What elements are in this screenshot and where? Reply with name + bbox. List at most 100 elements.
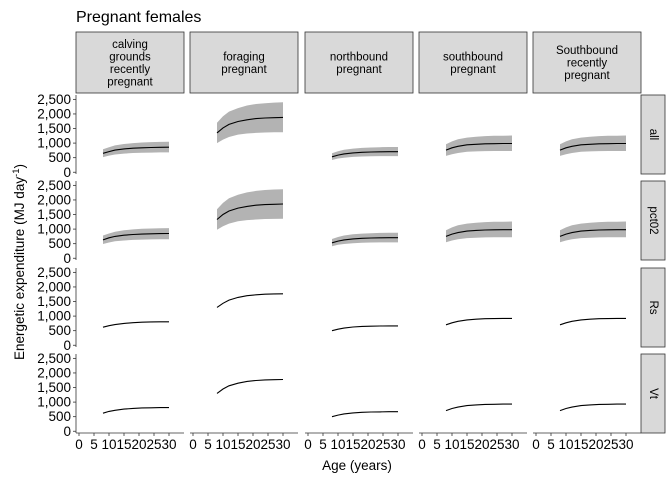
column-strip-box — [532, 31, 642, 94]
series-line-southbound_recent-Vt — [559, 403, 626, 412]
panel-southbound_recent-pct02 — [533, 181, 641, 260]
y-axis-title-main: Energetic expenditure (MJ day — [12, 177, 27, 360]
row-strip-label: Rs — [647, 300, 659, 314]
x-tick-label: 30 — [275, 437, 290, 452]
x-tick-label: 25 — [489, 437, 504, 452]
y-tick-label: 2,000 — [37, 192, 71, 207]
x-tick-label: 0 — [304, 437, 312, 452]
series-line-northbound-Vt — [331, 411, 398, 418]
y-tick-label: 500 — [48, 236, 71, 251]
x-tick-label: 30 — [390, 437, 405, 452]
y-tick-label: 1,500 — [37, 121, 71, 136]
x-tick-label: 20 — [588, 437, 603, 452]
x-tick-label: 20 — [131, 437, 146, 452]
panel-foraging-Rs — [190, 268, 298, 347]
confidence-band-southbound_recent-all — [560, 135, 626, 156]
y-tick-label: 1,000 — [37, 309, 71, 324]
x-tick-label: 25 — [260, 437, 275, 452]
y-axis: 05001,0001,5002,0002,50005001,0001,5002,… — [37, 92, 77, 439]
y-tick-label: 500 — [48, 323, 71, 338]
x-tick-label: 10 — [330, 437, 345, 452]
column-strip-label: pregnant — [564, 70, 610, 82]
row-strips: all pct02 Rs Vt — [640, 94, 666, 434]
x-tick-label: 25 — [146, 437, 161, 452]
y-axis-title-suffix: ) — [12, 164, 27, 169]
column-strip-label: recently — [567, 58, 608, 70]
row-strip-label: pct02 — [647, 206, 659, 234]
x-tick-label: 5 — [547, 437, 555, 452]
column-strip-label: southbound — [443, 51, 503, 63]
confidence-band-calving-all — [103, 141, 169, 158]
y-tick-label: 2,000 — [37, 279, 71, 294]
panel-southbound-pct02 — [419, 181, 527, 260]
panel-calving-Rs — [76, 268, 184, 347]
panel-southbound-all — [419, 95, 527, 174]
x-tick-label: 0 — [532, 437, 540, 452]
x-tick-label: 15 — [459, 437, 474, 452]
column-strip-box — [418, 31, 528, 94]
series-line-southbound-Rs — [445, 317, 512, 326]
row-strip-box — [640, 94, 666, 175]
y-tick-label: 1,500 — [37, 380, 71, 395]
column-strip-label: pregnant — [336, 64, 382, 76]
y-tick-label: 1,500 — [37, 207, 71, 222]
column-strip-label: recently — [110, 64, 151, 76]
panel-southbound-Rs — [419, 268, 527, 347]
column-strip-label: grounds — [109, 51, 151, 63]
row-strip-Vt: Vt — [640, 353, 666, 434]
x-tick-label: 0 — [189, 437, 197, 452]
confidence-band-calving-pct02 — [103, 228, 169, 244]
series-line-southbound-pct02 — [445, 229, 512, 237]
column-strip-box — [75, 31, 185, 94]
series-line-calving-Rs — [102, 321, 169, 328]
x-tick-label: 10 — [215, 437, 230, 452]
y-tick-label: 2,500 — [37, 178, 71, 193]
column-strip-label: northbound — [330, 51, 388, 63]
series-line-southbound_recent-Rs — [559, 317, 626, 326]
panel-southbound_recent-Rs — [533, 268, 641, 347]
x-tick-label: 10 — [101, 437, 116, 452]
chart-title: Pregnant females — [76, 9, 201, 26]
panel-foraging-Vt — [190, 354, 298, 433]
x-tick-label: 15 — [573, 437, 588, 452]
y-axis-title: Energetic expenditure (MJ day-1) — [11, 164, 27, 360]
y-tick-label: 0 — [63, 165, 71, 180]
x-axis-title: Age (years) — [322, 458, 392, 473]
confidence-band-southbound-all — [446, 135, 512, 156]
confidence-band-foraging-pct02 — [217, 189, 283, 230]
series-line-southbound-all — [445, 142, 512, 151]
y-tick-label: 500 — [48, 150, 71, 165]
series-line-northbound-Rs — [331, 325, 398, 332]
x-tick-label: 0 — [418, 437, 426, 452]
row-strip-box — [640, 180, 666, 261]
x-tick-label: 20 — [360, 437, 375, 452]
row-strip-box — [640, 353, 666, 434]
column-strip-label: Southbound — [556, 45, 618, 57]
row-strip-label: all — [647, 129, 659, 141]
x-tick-label: 30 — [504, 437, 519, 452]
y-tick-label: 0 — [63, 338, 71, 353]
series-line-northbound-pct02 — [331, 237, 398, 244]
series-line-southbound_recent-pct02 — [559, 229, 626, 237]
y-tick-label: 0 — [63, 424, 71, 439]
y-tick-label: 1,000 — [37, 395, 71, 410]
column-strip-label: pregnant — [107, 76, 153, 88]
column-strip-label: calving — [112, 39, 148, 51]
y-tick-label: 2,500 — [37, 265, 71, 280]
x-tick-label: 10 — [558, 437, 573, 452]
x-tick-label: 5 — [319, 437, 327, 452]
x-tick-label: 25 — [375, 437, 390, 452]
column-strip-box — [304, 31, 414, 94]
x-tick-label: 0 — [75, 437, 83, 452]
x-tick-label: 15 — [230, 437, 245, 452]
x-tick-label: 20 — [474, 437, 489, 452]
confidence-band-northbound-all — [332, 147, 398, 160]
series-line-southbound-Vt — [445, 403, 512, 412]
y-tick-label: 2,500 — [37, 92, 71, 107]
series-line-northbound-all — [331, 151, 398, 158]
